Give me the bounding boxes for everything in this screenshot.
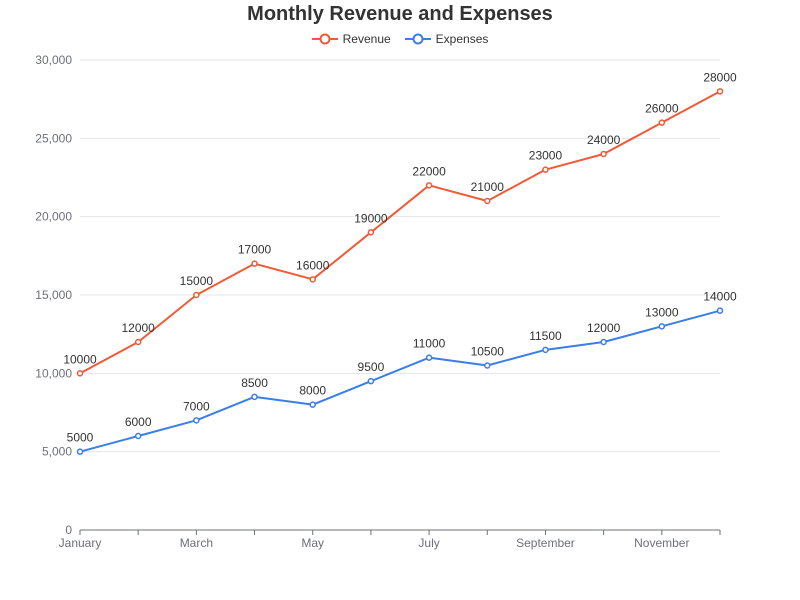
legend-item-revenue[interactable]: Revenue [311,32,391,46]
data-label-revenue: 12000 [121,321,155,335]
data-point-revenue[interactable] [658,119,666,126]
data-point-revenue[interactable] [134,338,142,346]
data-point-expenses[interactable] [134,432,142,440]
series-line-revenue [79,90,721,375]
data-point-expenses[interactable] [193,417,200,424]
data-point-expenses[interactable] [309,401,316,408]
data-point-revenue[interactable] [484,197,491,205]
legend-marker-revenue-icon [311,33,338,45]
data-label-expenses: 9500 [358,360,385,374]
legend-label-revenue: Revenue [342,32,391,46]
data-point-expenses[interactable] [425,354,433,361]
data-label-expenses: 12000 [587,321,621,335]
legend-label-expenses: Expenses [435,32,489,46]
data-point-expenses[interactable] [658,323,666,330]
data-label-revenue: 19000 [354,211,388,225]
y-tick-label: 25,000 [35,131,72,145]
data-label-expenses: 11500 [529,329,562,343]
x-tick-label: November [634,536,689,550]
data-point-revenue[interactable] [600,150,607,158]
data-label-expenses: 7000 [183,399,210,413]
data-label-expenses: 8500 [241,376,268,390]
data-point-expenses[interactable] [76,448,84,455]
data-point-expenses[interactable] [716,307,724,314]
data-label-expenses: 10500 [471,345,505,359]
data-label-expenses: 8000 [299,384,326,398]
data-label-revenue: 21000 [471,180,505,194]
data-point-revenue[interactable] [251,260,258,267]
data-point-revenue[interactable] [425,182,433,189]
data-label-revenue: 23000 [529,149,563,163]
y-tick-label: 30,000 [35,53,72,67]
data-label-revenue: 26000 [645,102,679,116]
data-label-revenue: 24000 [587,133,621,147]
data-point-revenue[interactable] [542,166,549,173]
data-label-revenue: 22000 [412,164,446,178]
data-label-expenses: 13000 [645,305,679,319]
series-line-expenses [79,309,721,453]
data-label-expenses: 5000 [67,431,94,445]
data-point-revenue[interactable] [716,88,724,95]
data-label-revenue: 16000 [296,258,330,272]
data-label-revenue: 15000 [180,274,214,288]
data-point-revenue[interactable] [193,291,200,299]
y-tick-label: 20,000 [35,210,72,224]
x-tick-label: May [301,536,324,550]
y-tick-label: 0 [65,523,72,537]
x-tick-label: September [516,536,575,550]
y-tick-label: 10,000 [35,366,72,380]
data-point-expenses[interactable] [251,393,258,401]
data-point-revenue[interactable] [309,276,316,283]
legend: Revenue Expenses [0,32,800,46]
data-point-expenses[interactable] [484,362,491,369]
data-point-expenses[interactable] [600,338,607,346]
data-point-expenses[interactable] [367,377,375,385]
data-point-revenue[interactable] [76,370,84,377]
y-tick-label: 5,000 [42,445,72,459]
data-point-revenue[interactable] [367,229,375,236]
legend-marker-expenses-icon [404,33,431,45]
data-label-revenue: 28000 [703,70,737,84]
x-tick-label: January [59,536,102,550]
data-point-expenses[interactable] [542,346,549,354]
data-label-expenses: 6000 [125,415,152,429]
y-tick-label: 15,000 [35,288,72,302]
data-label-expenses: 14000 [703,290,737,304]
chart-title: Monthly Revenue and Expenses [247,3,553,25]
data-label-expenses: 11000 [413,337,446,351]
data-label-revenue: 10000 [63,352,97,366]
legend-item-expenses[interactable]: Expenses [404,32,489,46]
x-tick-label: March [180,536,213,550]
data-label-revenue: 17000 [238,243,272,257]
x-tick-label: July [418,536,439,550]
